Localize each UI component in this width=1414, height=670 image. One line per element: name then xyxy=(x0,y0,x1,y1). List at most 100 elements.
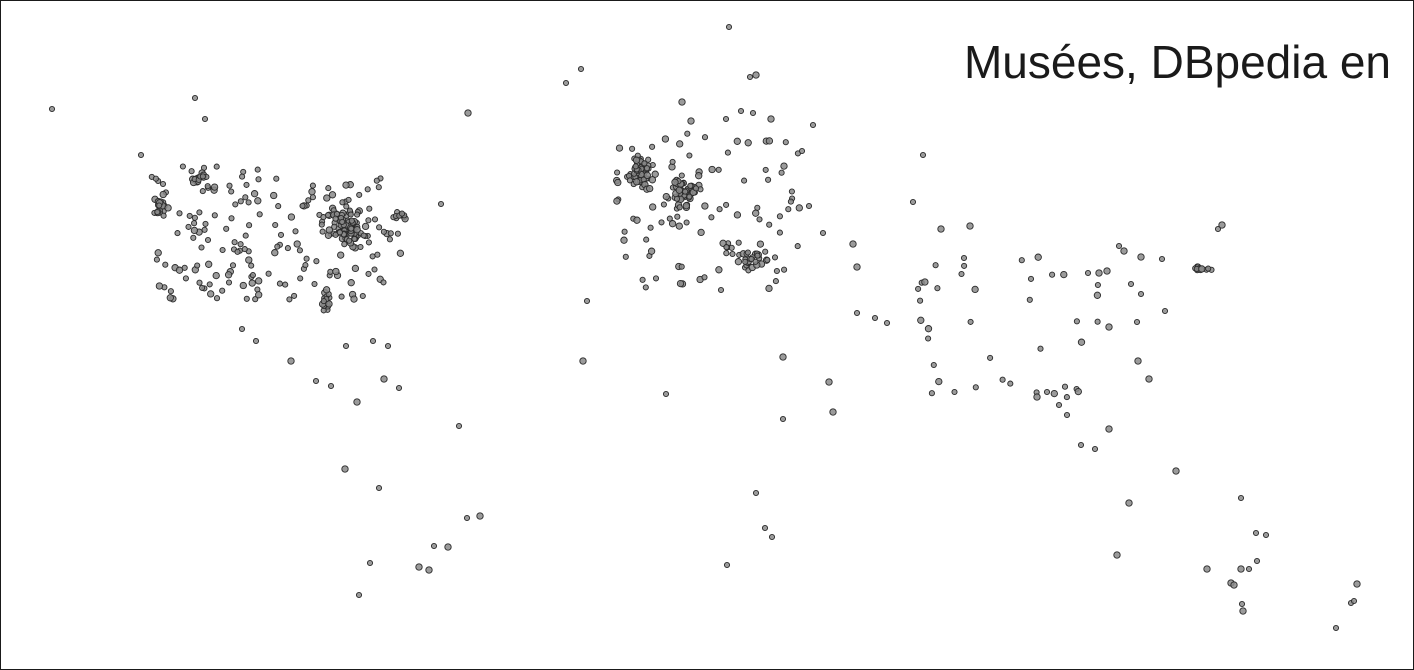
museum-point xyxy=(1063,411,1071,419)
museum-point xyxy=(562,79,570,87)
museum-point xyxy=(742,258,749,265)
museum-point xyxy=(1230,581,1238,589)
museum-point xyxy=(270,191,278,200)
museum-point xyxy=(1137,290,1145,298)
museum-point xyxy=(199,284,206,291)
museum-point xyxy=(160,212,167,219)
museum-point xyxy=(676,279,685,288)
museum-point xyxy=(255,176,262,183)
museum-point xyxy=(972,384,979,391)
museum-point xyxy=(154,249,162,257)
museum-point xyxy=(652,275,660,282)
museum-point xyxy=(351,264,360,273)
museum-point xyxy=(919,151,927,159)
museum-point xyxy=(735,239,742,246)
museum-point xyxy=(577,65,585,73)
museum-point xyxy=(159,180,167,188)
museum-point xyxy=(265,270,272,277)
museum-point xyxy=(776,229,783,236)
museum-point xyxy=(701,274,708,281)
museum-point xyxy=(622,253,629,260)
museum-point xyxy=(159,190,167,199)
museum-point xyxy=(765,176,772,183)
museum-point xyxy=(746,73,754,81)
museum-point xyxy=(182,275,189,282)
museum-point xyxy=(1262,531,1270,539)
museum-point xyxy=(309,194,316,201)
museum-point xyxy=(1091,445,1099,453)
museum-point xyxy=(353,226,361,234)
museum-point xyxy=(213,295,221,302)
museum-point xyxy=(380,228,387,235)
museum-point xyxy=(626,177,633,184)
museum-point xyxy=(909,198,917,206)
museum-point xyxy=(219,287,226,294)
museum-point xyxy=(347,279,355,287)
museum-point xyxy=(339,199,346,206)
museum-point xyxy=(1018,257,1025,264)
museum-point xyxy=(1237,565,1245,573)
museum-point xyxy=(425,566,433,574)
museum-point xyxy=(371,266,378,273)
museum-point xyxy=(658,219,665,226)
museum-point xyxy=(320,298,327,305)
museum-point xyxy=(773,267,780,275)
museum-point xyxy=(188,168,195,175)
museum-point xyxy=(255,277,263,285)
museum-point xyxy=(371,216,379,223)
museum-point xyxy=(1205,265,1212,272)
museum-point xyxy=(737,107,745,115)
museum-point xyxy=(328,191,337,199)
museum-point xyxy=(273,175,280,182)
museum-point xyxy=(226,182,233,189)
museum-point xyxy=(649,203,657,211)
museum-point xyxy=(297,275,304,282)
museum-point xyxy=(987,354,994,361)
museum-point xyxy=(683,219,690,226)
museum-point xyxy=(724,149,731,156)
museum-point xyxy=(365,217,372,224)
museum-point xyxy=(232,201,239,208)
museum-point xyxy=(395,384,403,392)
museum-point xyxy=(205,260,213,268)
museum-point xyxy=(748,255,755,263)
museum-point xyxy=(708,214,715,221)
museum-point xyxy=(780,162,788,170)
museum-point xyxy=(643,236,650,243)
museum-point xyxy=(287,357,295,365)
museum-point xyxy=(701,202,709,210)
museum-point xyxy=(242,194,249,201)
museum-point xyxy=(734,258,743,266)
museum-point xyxy=(336,229,343,236)
museum-point xyxy=(175,266,184,274)
museum-point xyxy=(199,188,206,195)
museum-point xyxy=(967,318,974,325)
museum-point xyxy=(641,160,648,167)
museum-point xyxy=(284,245,291,252)
museum-point xyxy=(767,115,775,123)
museum-point xyxy=(675,186,683,194)
museum-point xyxy=(958,270,965,278)
museum-point xyxy=(579,357,587,365)
museum-point xyxy=(1172,467,1180,475)
museum-point xyxy=(191,214,198,221)
museum-point xyxy=(1103,267,1111,275)
museum-point xyxy=(871,314,879,322)
museum-point xyxy=(179,163,186,170)
museum-point xyxy=(778,169,785,176)
museum-point xyxy=(174,230,181,237)
museum-point xyxy=(1145,375,1153,383)
museum-point xyxy=(396,249,405,257)
museum-point xyxy=(332,267,340,276)
museum-point xyxy=(1033,393,1041,401)
museum-point xyxy=(643,171,651,179)
museum-point xyxy=(354,211,361,218)
museum-point xyxy=(255,291,263,299)
museum-point xyxy=(309,182,316,189)
museum-point xyxy=(971,285,979,294)
museum-point xyxy=(365,239,372,246)
museum-point xyxy=(733,211,742,219)
museum-point xyxy=(660,201,667,208)
museum-point xyxy=(960,254,968,262)
